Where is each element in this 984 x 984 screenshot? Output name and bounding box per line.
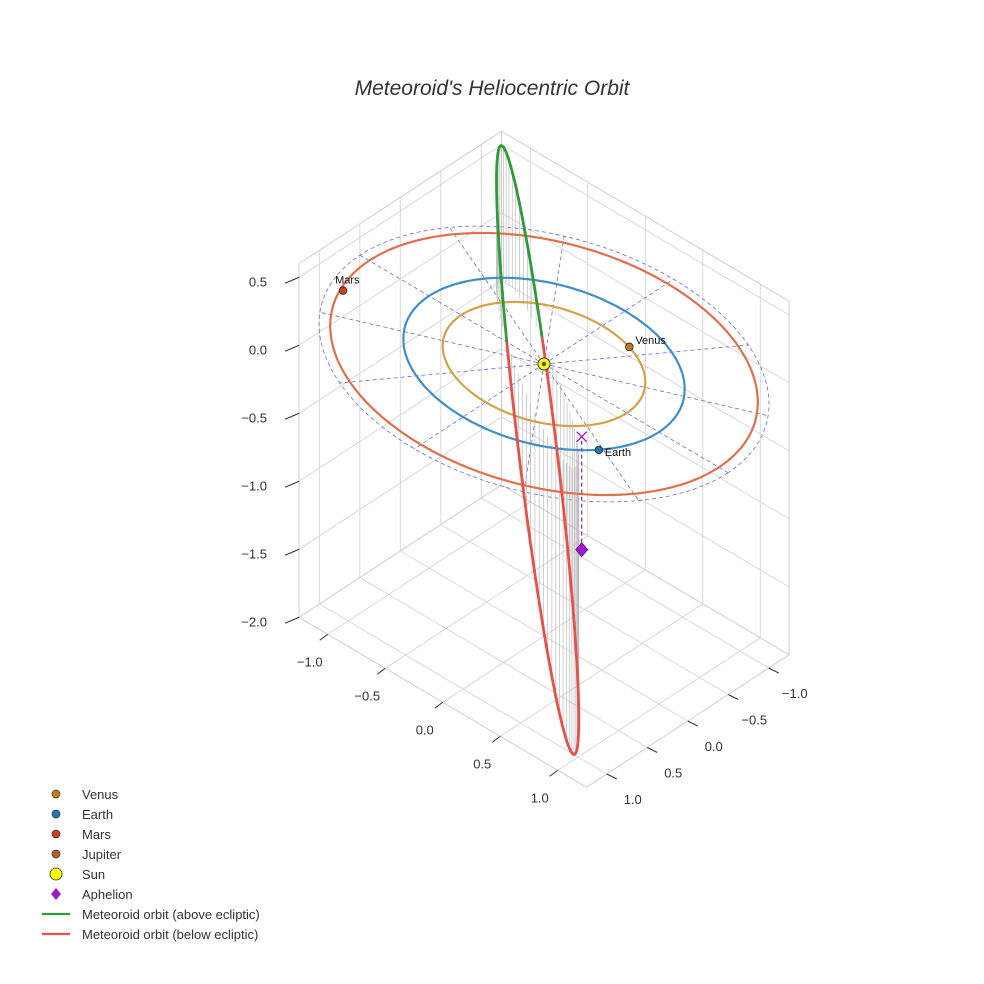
x-tick-label: 0.5	[473, 756, 491, 771]
y-tick-label: 0.0	[705, 739, 723, 754]
y-tick-label: 1.0	[624, 792, 642, 807]
z-tick-mark	[284, 480, 300, 488]
x-tick-mark	[549, 769, 559, 777]
planet-marker-mars	[338, 286, 348, 295]
x-tick-label: 0.0	[416, 722, 434, 737]
chart-title: Meteoroid's Heliocentric Orbit	[355, 77, 631, 100]
orbit-venus	[441, 300, 647, 428]
y-tick-label: 0.5	[664, 766, 682, 781]
legend-label: Venus	[82, 787, 119, 802]
grid-line-y-2	[399, 197, 689, 722]
x-tick-mark	[434, 701, 444, 709]
reference-spoke-2	[523, 363, 545, 492]
planet-label-venus: Venus	[635, 335, 666, 347]
y-tick-label: −0.5	[741, 713, 767, 728]
grid-line-z-5	[298, 144, 790, 316]
legend-label: Meteoroid orbit (above ecliptic)	[82, 907, 260, 922]
celestial-bodies: Venus Earth Mars	[335, 275, 666, 558]
axis-ticks: −2.0 −1.5 −1.0 −0.5 0.0 0.5 −1.0 −0.5 0.0 0.5 1.0 −…	[241, 274, 807, 807]
legend-label: Jupiter	[82, 847, 122, 862]
y-tick-label: −1.0	[782, 686, 808, 701]
legend-label: Mars	[82, 827, 111, 842]
grid-line-z-1	[298, 416, 790, 588]
z-tick-label: −0.5	[241, 410, 267, 425]
sun-core	[541, 361, 547, 367]
reference-spoke-9	[543, 278, 674, 365]
planet-label-earth: Earth	[605, 447, 631, 459]
x-tick-mark	[319, 633, 329, 641]
ecliptic-reference-grid	[318, 225, 770, 503]
legend-marker-sun	[49, 867, 63, 881]
planet-orbits	[329, 231, 759, 497]
planet-label-mars: Mars	[335, 275, 360, 287]
z-tick-mark	[284, 412, 300, 420]
y-tick-mark	[728, 694, 739, 700]
reference-spoke-11	[543, 363, 769, 417]
z-tick-mark	[284, 276, 300, 284]
planet-marker-earth	[594, 445, 604, 455]
legend-label: Aphelion	[82, 887, 133, 902]
legend-label: Meteoroid orbit (below ecliptic)	[82, 927, 258, 942]
x-tick-mark	[491, 735, 501, 743]
meteoroid-orbit-below-ecliptic	[505, 334, 581, 756]
reference-spoke-3	[414, 363, 545, 450]
reference-spoke-5	[319, 311, 545, 365]
x-tick-mark	[376, 667, 386, 675]
z-tick-mark	[284, 344, 300, 352]
y-tick-mark	[606, 773, 617, 780]
meteoroid-orbit-above-ecliptic	[495, 144, 544, 343]
aphelion-marker	[575, 541, 589, 558]
z-tick-label: −2.0	[241, 614, 267, 629]
legend: Venus Earth Mars Jupiter Sun Aphelion Meteoroi…	[42, 787, 260, 942]
legend-label: Earth	[82, 807, 113, 822]
legend-marker-earth	[51, 809, 61, 819]
reference-spoke-8	[543, 236, 565, 365]
x-tick-label: −1.0	[297, 654, 323, 669]
grid-line-y-1	[440, 170, 729, 695]
reference-spoke-1	[543, 363, 639, 501]
reference-spoke-6	[359, 254, 545, 365]
x-tick-label: −0.5	[354, 688, 380, 703]
z-tick-mark	[284, 548, 300, 556]
z-tick-label: −1.0	[241, 478, 267, 493]
legend-marker-mars	[51, 829, 61, 839]
z-tick-label: −1.5	[241, 546, 267, 561]
x-tick-label: 1.0	[531, 790, 549, 805]
legend-marker-venus	[51, 789, 61, 799]
legend-marker-jupiter	[51, 849, 61, 859]
z-tick-label: 0.5	[249, 274, 267, 289]
z-tick-label: 0.0	[249, 342, 267, 357]
reference-spoke-10	[543, 344, 749, 365]
legend-label: Sun	[82, 867, 105, 882]
reference-spoke-0	[543, 363, 729, 474]
y-tick-mark	[768, 667, 779, 674]
y-tick-mark	[687, 720, 698, 727]
orbit-mars	[329, 231, 759, 497]
z-tick-mark	[284, 616, 300, 624]
grid-line-z-0	[298, 484, 790, 656]
meteoroid-orbit	[495, 144, 581, 756]
orbit-earth	[402, 276, 686, 452]
planet-marker-venus	[625, 342, 634, 352]
y-tick-mark	[647, 747, 658, 753]
aphelion-projection-marker	[576, 431, 588, 443]
legend-marker-aphelion	[51, 888, 61, 900]
reference-spoke-4	[339, 363, 545, 384]
grid-line-z-2	[298, 348, 790, 520]
